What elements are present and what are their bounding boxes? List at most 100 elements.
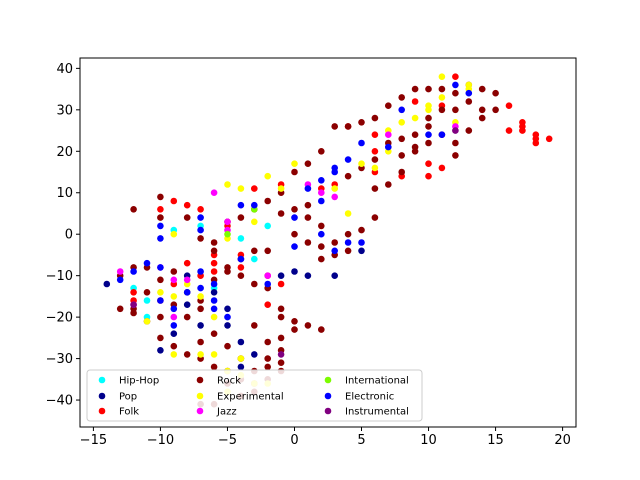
- point-rock: [452, 139, 459, 147]
- point-hip-hop: [237, 235, 245, 242]
- y-tick-label: −40: [46, 394, 73, 409]
- point-rock: [425, 114, 432, 122]
- point-folk: [264, 301, 272, 309]
- point-electronic: [170, 305, 178, 313]
- point-rock: [197, 338, 204, 346]
- x-tick-label: 5: [357, 433, 365, 448]
- point-experimental: [425, 102, 432, 109]
- point-rock: [157, 276, 164, 284]
- point-electronic: [116, 276, 124, 284]
- point-pop: [197, 322, 204, 329]
- point-pop: [170, 330, 178, 338]
- point-rock: [452, 152, 459, 159]
- point-rock: [331, 239, 339, 246]
- point-electronic: [331, 247, 339, 255]
- point-folk: [505, 102, 513, 109]
- legend-marker: [98, 407, 106, 415]
- point-pop: [358, 247, 365, 255]
- point-electronic: [197, 214, 204, 221]
- legend-box: [86, 369, 423, 422]
- point-folk: [438, 164, 446, 172]
- point-experimental: [143, 318, 151, 325]
- point-jazz: [170, 276, 178, 284]
- point-electronic: [197, 226, 204, 234]
- point-experimental: [197, 351, 204, 358]
- point-instrumental: [130, 301, 137, 309]
- point-electronic: [183, 289, 191, 296]
- legend-label: Instrumental: [345, 407, 409, 418]
- point-rock: [130, 206, 137, 213]
- point-rock: [210, 330, 218, 338]
- point-folk: [210, 259, 218, 267]
- point-pop: [331, 272, 339, 280]
- legend-marker: [98, 392, 106, 400]
- point-rock: [264, 355, 272, 362]
- point-pop: [291, 268, 298, 275]
- point-electronic: [344, 239, 352, 246]
- point-experimental: [344, 210, 352, 217]
- point-electronic: [197, 284, 204, 292]
- point-pop: [157, 347, 164, 354]
- point-rock: [478, 85, 486, 93]
- plot-frame: [79, 57, 577, 428]
- legend-marker: [196, 392, 204, 400]
- point-electronic: [385, 143, 392, 151]
- point-rock: [371, 114, 379, 122]
- x-tick-label: 15: [487, 433, 504, 448]
- y-tick-label: 40: [56, 62, 73, 77]
- legend-label: Jazz: [216, 407, 237, 418]
- point-rock: [277, 313, 285, 321]
- point-rock: [318, 243, 325, 250]
- point-rock: [452, 89, 459, 97]
- point-electronic: [264, 280, 272, 288]
- point-rock: [183, 214, 191, 221]
- point-rock: [318, 326, 325, 333]
- point-rock: [291, 230, 298, 238]
- point-rock: [358, 119, 365, 126]
- point-rock: [251, 280, 258, 288]
- y-tick-label: 0: [65, 228, 73, 243]
- point-rock: [237, 214, 245, 221]
- point-pop: [183, 301, 191, 309]
- point-pop: [251, 351, 258, 358]
- point-folk: [183, 259, 191, 267]
- point-jazz: [116, 268, 124, 275]
- point-electronic: [157, 235, 164, 242]
- point-rock: [318, 255, 325, 263]
- point-folk: [545, 135, 553, 143]
- point-electronic: [170, 322, 178, 329]
- point-rock: [425, 85, 432, 93]
- point-rock: [411, 143, 419, 151]
- point-folk: [130, 289, 137, 296]
- point-folk: [197, 206, 204, 213]
- point-folk: [411, 98, 419, 105]
- point-rock: [344, 123, 352, 130]
- point-electronic: [291, 214, 298, 221]
- x-tick-label: −10: [147, 433, 174, 448]
- point-folk: [251, 185, 258, 192]
- point-rock: [264, 247, 272, 255]
- point-rock: [371, 185, 379, 192]
- point-rock: [438, 106, 446, 114]
- point-rock: [197, 305, 204, 313]
- point-pop: [224, 305, 231, 313]
- legend-marker: [98, 376, 106, 384]
- point-rock: [224, 342, 231, 350]
- legend-label: International: [345, 376, 409, 387]
- legend-marker: [324, 376, 332, 384]
- point-rock: [304, 214, 312, 221]
- point-experimental: [398, 119, 406, 126]
- point-rock: [492, 106, 499, 114]
- y-tick-label: −10: [46, 269, 73, 284]
- x-tick-label: −15: [80, 433, 107, 448]
- point-rock: [197, 235, 204, 242]
- point-rock: [264, 363, 272, 371]
- point-rock: [277, 359, 285, 367]
- point-electronic: [157, 297, 164, 304]
- point-electronic: [237, 255, 245, 263]
- point-folk: [277, 280, 285, 288]
- point-pop: [277, 272, 285, 280]
- legend-marker: [324, 392, 332, 400]
- point-hip-hop: [143, 297, 151, 304]
